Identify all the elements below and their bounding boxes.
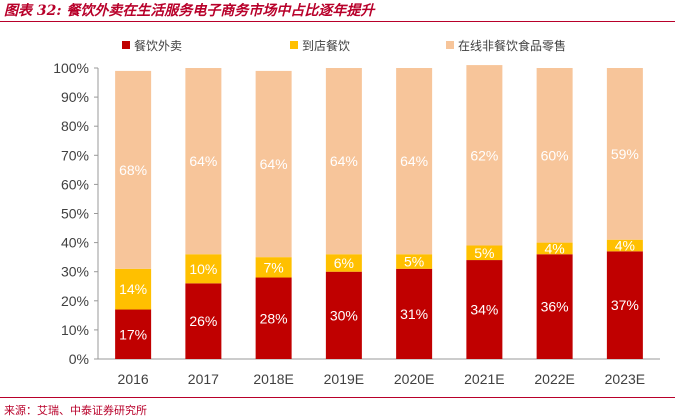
data-label: 37% [611,297,639,313]
data-label: 5% [404,254,424,270]
data-label: 10% [189,261,217,277]
footer-divider [0,397,675,398]
data-label: 14% [119,281,147,297]
bar-segment [606,251,643,359]
x-tick-label: 2017 [188,371,219,387]
x-tick-label: 2023E [605,371,645,387]
y-tick-label: 80% [61,118,89,134]
legend-swatch [290,41,298,49]
y-tick-label: 100% [53,60,89,76]
bar-segment [185,254,222,284]
bar-segment [536,242,573,255]
bar-segment [185,283,222,359]
y-tick-label: 70% [61,147,89,163]
data-label: 5% [474,245,494,261]
legend-label: 到店餐饮 [302,38,350,53]
y-tick-label: 10% [61,322,89,338]
data-label: 34% [470,302,498,318]
data-label: 17% [119,326,147,342]
bar-segment [606,239,643,252]
legend-label: 餐饮外卖 [134,38,182,53]
y-tick-label: 0% [69,351,89,367]
data-label: 6% [334,255,354,271]
bar-segment [255,277,292,359]
data-label: 64% [189,153,217,169]
x-tick-label: 2020E [394,371,434,387]
bar-segment [185,68,222,255]
data-label: 31% [400,306,428,322]
title-divider [0,21,675,22]
y-tick-label: 90% [61,89,89,105]
data-label: 30% [330,307,358,323]
data-label: 64% [330,153,358,169]
bar-segment [325,254,362,272]
y-tick-label: 60% [61,176,89,192]
y-tick-label: 30% [61,264,89,280]
bar-segment [115,70,152,269]
bar-segment [325,68,362,255]
bar-segment [396,268,433,359]
data-label: 64% [260,156,288,172]
bar-segment [115,268,152,310]
legend-swatch [446,41,454,49]
y-tick-label: 40% [61,235,89,251]
data-label: 7% [264,259,284,275]
data-label: 64% [400,153,428,169]
chart-title: 图表 32: 餐饮外卖在生活服务电子商务市场中占比逐年提升 [4,3,375,19]
data-label: 62% [470,147,498,163]
bar-segment [115,309,152,359]
bar-segment [325,271,362,359]
legend-swatch [122,41,130,49]
bar-segment [255,257,292,278]
data-label: 59% [611,146,639,162]
data-label: 4% [545,240,565,256]
legend-label: 在线非餐饮食品零售 [458,38,566,53]
data-label: 4% [615,238,635,254]
y-tick-label: 50% [61,206,89,222]
bar-segment [466,245,503,261]
data-label: 28% [260,310,288,326]
x-tick-label: 2019E [324,371,364,387]
data-label: 68% [119,162,147,178]
x-tick-label: 2022E [534,371,574,387]
data-label: 26% [189,313,217,329]
y-tick-label: 20% [61,293,89,309]
source-note: 来源：艾瑞、中泰证券研究所 [4,404,147,417]
x-tick-label: 2021E [464,371,504,387]
bar-segment [396,254,433,269]
bar-segment [396,68,433,255]
bar-segment [255,70,292,258]
bar-segment [466,65,503,246]
data-label: 60% [541,147,569,163]
bar-segment [536,254,573,359]
data-label: 36% [541,299,569,315]
bar-segment [466,260,503,359]
bar-segment [536,68,573,243]
x-tick-label: 2018E [253,371,293,387]
bar-segment [606,68,643,240]
x-tick-label: 2016 [118,371,149,387]
